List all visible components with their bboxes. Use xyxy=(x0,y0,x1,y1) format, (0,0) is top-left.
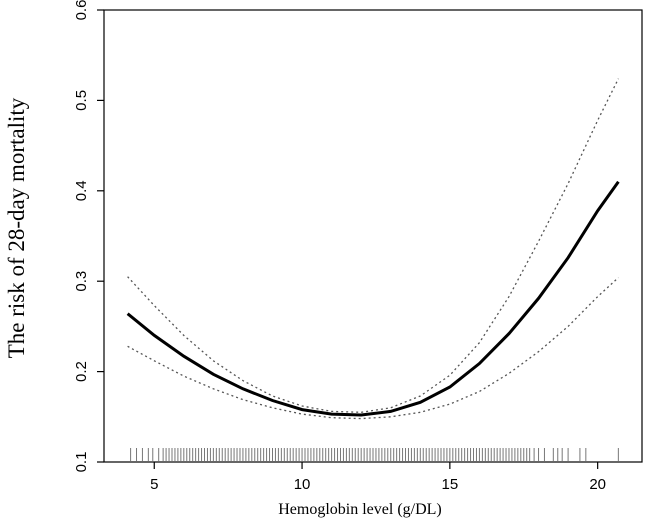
upper-ci-curve xyxy=(127,78,619,413)
y-tick-label: 0.6 xyxy=(73,0,90,20)
y-tick-label: 0.3 xyxy=(73,271,90,292)
y-axis-title: The risk of 28-day mortality xyxy=(4,97,29,358)
x-axis-title: Hemoglobin level (g/DL) xyxy=(278,501,442,518)
estimate-curve xyxy=(126,180,620,417)
y-tick-label: 0.2 xyxy=(73,361,90,382)
plot-frame xyxy=(103,9,643,463)
x-tick-label: 20 xyxy=(589,476,606,493)
x-tick-label: 5 xyxy=(150,476,158,493)
x-tick-label: 15 xyxy=(442,476,459,493)
x-tick-label: 10 xyxy=(294,476,311,493)
lower-ci-curve xyxy=(127,277,619,420)
y-tick-label: 0.5 xyxy=(73,90,90,111)
y-tick-label: 0.1 xyxy=(73,452,90,473)
y-tick-label: 0.4 xyxy=(73,180,90,201)
